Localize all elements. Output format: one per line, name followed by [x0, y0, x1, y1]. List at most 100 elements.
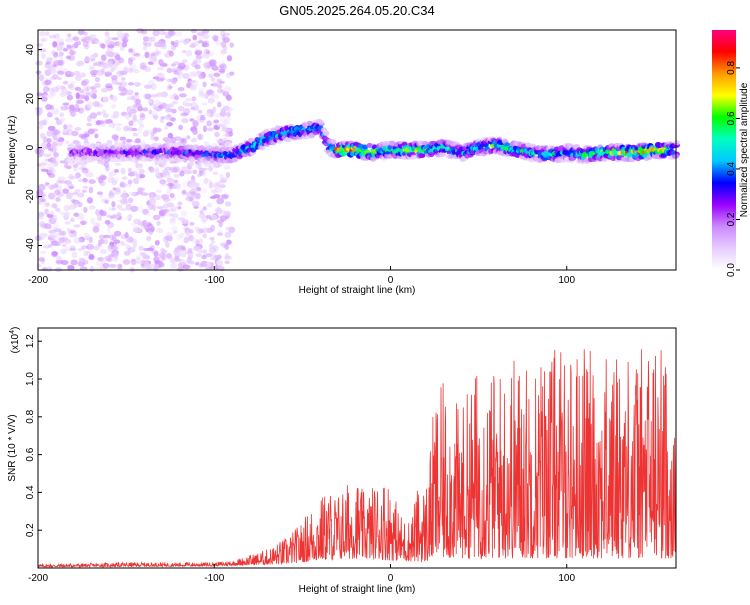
spectrogram-cell [179, 93, 187, 98]
spectrogram-cell [54, 233, 61, 240]
spectrogram-cell [73, 164, 79, 168]
spectrogram-x-label: Height of straight line (km) [299, 285, 416, 296]
spectrogram-cell [103, 238, 109, 245]
spectrogram-cell [39, 48, 47, 53]
spectrogram-cell [56, 44, 63, 52]
spectrogram-cell [104, 31, 110, 37]
spectrogram-cell [148, 198, 157, 205]
spectrogram-cell [224, 255, 232, 260]
spectrogram-cell [216, 232, 224, 236]
spectrogram-cell [130, 95, 135, 101]
spectrogram-cell [136, 27, 145, 34]
spectrogram-cell [69, 110, 77, 117]
spectrogram-cell [54, 242, 62, 247]
spectrogram-cell [89, 265, 95, 273]
spectrogram-cell [48, 62, 54, 68]
spectrogram-cell [216, 254, 222, 260]
spectrogram-cell [78, 236, 85, 243]
spectrogram-cell [176, 266, 184, 272]
spectrogram-cell [109, 234, 115, 241]
spectrogram-cell [44, 203, 51, 208]
spectrogram-cell [82, 40, 89, 47]
spectrogram-cell [130, 205, 139, 212]
spectrogram-cell [71, 199, 80, 205]
spectrogram-cell [47, 236, 53, 241]
spectrogram-cell [132, 132, 139, 137]
spectrogram-cell [189, 221, 195, 226]
spectrogram-cell [102, 96, 110, 103]
spectrogram-cell [119, 80, 128, 88]
spectrogram-cell [199, 209, 204, 214]
spectrogram-cell [198, 250, 204, 254]
spectrogram-cell [58, 41, 65, 46]
spectrogram-cell [189, 189, 197, 195]
spectrogram-cell [152, 76, 160, 80]
spectrogram-cell [201, 42, 210, 48]
spectrogram-cell [92, 245, 100, 251]
spectrogram-cell [106, 227, 112, 234]
spectrogram-cell [70, 259, 78, 266]
spectrogram-cell [139, 252, 146, 256]
spectrogram-cell [99, 43, 105, 49]
spectrogram-cell [210, 83, 218, 87]
spectrogram-cell [41, 198, 47, 203]
spectrogram-cell [164, 201, 170, 206]
spectrogram-cell [130, 259, 137, 266]
spectrogram-ridge-cell [98, 144, 105, 150]
spectrogram-cell [127, 213, 133, 219]
spectrogram-cell [215, 207, 222, 215]
spectrogram-cell [108, 60, 113, 68]
spectrogram-cell [159, 172, 167, 178]
spectrogram-cell [63, 124, 68, 130]
spectrogram-cell [207, 97, 215, 104]
spectrogram-cell [127, 217, 132, 222]
spectrogram-ridge-cell [673, 140, 680, 146]
spectrogram-cell [142, 130, 149, 137]
spectrogram-cell [193, 48, 202, 52]
spectrogram-cell [181, 138, 186, 143]
spectrogram-cell [75, 92, 80, 100]
spectrogram-cell [44, 208, 49, 215]
spectrogram-cell [39, 132, 46, 139]
spectrogram-cell [158, 210, 165, 217]
spectrogram-cell [101, 159, 108, 166]
spectrogram-cell [215, 181, 222, 188]
spectrogram-cell [96, 111, 102, 116]
spectrogram-cell [118, 92, 126, 96]
spectrogram-cell [74, 86, 82, 91]
spectrogram-cell [212, 171, 219, 176]
spectrogram-cell [205, 214, 212, 219]
spectrogram-cell [114, 162, 121, 166]
spectrogram-cell [102, 262, 110, 269]
spectrogram-cell [169, 50, 174, 57]
spectrogram-cell [71, 251, 78, 259]
spectrogram-cell [137, 187, 144, 195]
spectrogram-cell [194, 105, 200, 111]
spectrogram-cell [169, 217, 176, 223]
spectrogram-cell [177, 249, 184, 253]
spectrogram-cell [154, 51, 160, 57]
spectrogram-cell [52, 133, 58, 141]
spectrogram-cell [88, 179, 96, 184]
spectrogram-cell [173, 229, 178, 234]
spectrogram-cell [42, 37, 48, 42]
spectrogram-cell [181, 73, 190, 79]
spectrogram-cell [142, 40, 147, 46]
spectrogram-cell [119, 193, 128, 199]
spectrogram-y-ticks: -40 -20 0 20 40 [25, 44, 42, 253]
spectrogram-cell [153, 136, 159, 142]
snr-x-tick-label: -200 [28, 573, 48, 584]
spectrogram-cell [92, 101, 100, 107]
spectrogram-cell [79, 220, 88, 226]
spectrogram-cell [67, 264, 75, 271]
snr-y-ticks: 0.2 0.4 0.6 0.8 1.0 1.2 [25, 334, 42, 537]
spectrogram-cell [203, 177, 209, 185]
spectrogram-cell [124, 111, 131, 116]
spectrogram-cell [202, 169, 207, 177]
spectrogram-cell [39, 31, 46, 37]
spectrogram-cell [226, 55, 233, 62]
spectrogram-ridge-cell [439, 151, 446, 157]
spectrogram-cell [195, 192, 201, 200]
spectrogram-cell [205, 112, 211, 117]
spectrogram-cell [202, 206, 207, 211]
